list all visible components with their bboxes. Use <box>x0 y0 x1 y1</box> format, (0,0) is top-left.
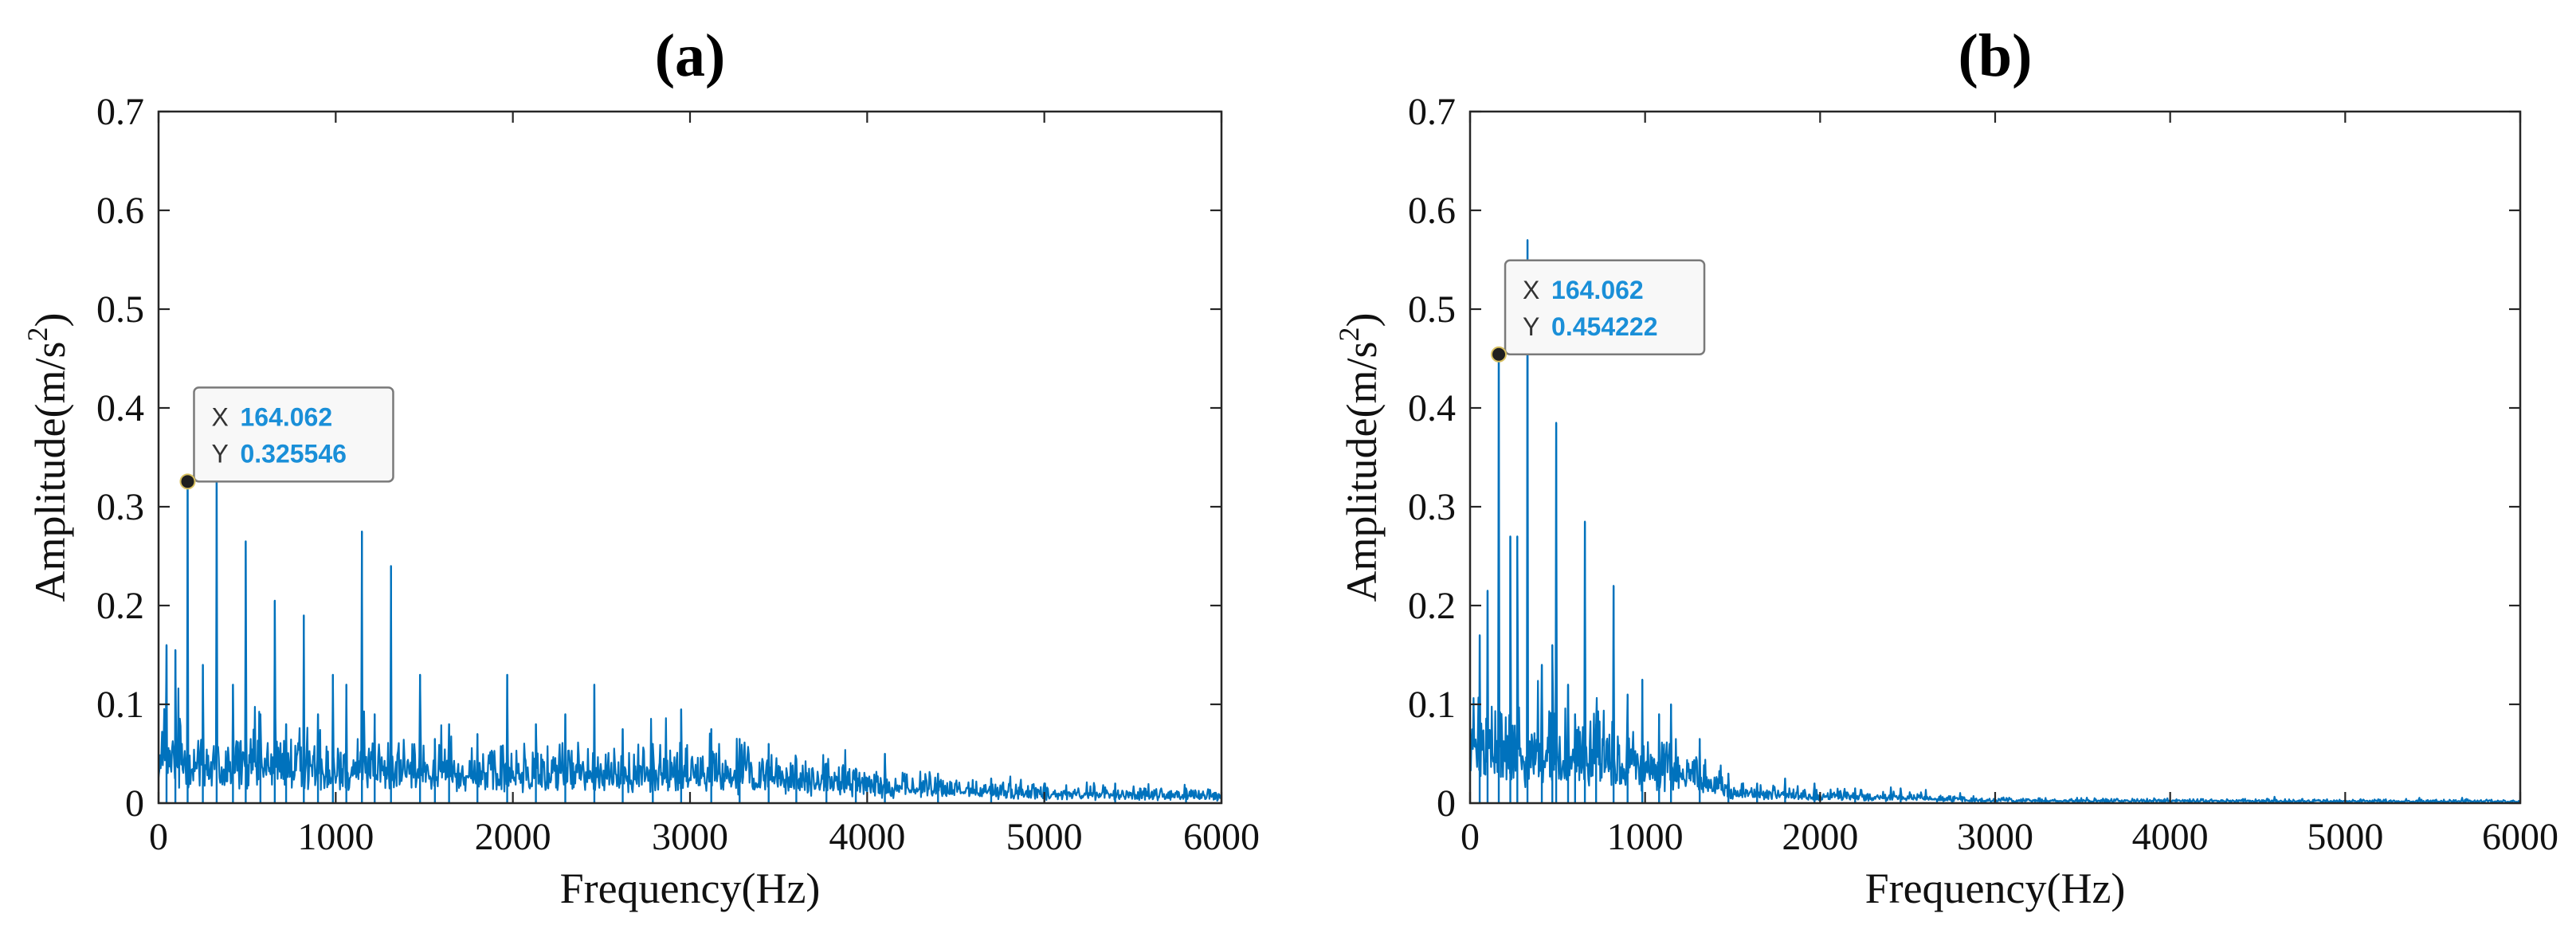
y-tick-label: 0.3 <box>1408 486 1456 528</box>
y-axis-label-superscript: 2 <box>22 327 53 342</box>
datatip-x-label: X <box>211 402 228 431</box>
y-axis-label-close: ) <box>26 313 74 327</box>
chart-panel-a: (a) 0 1000 2000 3000 4000 5000 6000 0 0.1 0.2 0.3 0.… <box>22 22 1260 912</box>
chart-panel-b: (b) 0 1000 2000 3000 4000 5000 6000 0 0.1 0.2 0.3 0.… <box>1333 22 2558 912</box>
datatip: X 164.062 Y 0.325546 <box>179 386 394 490</box>
y-axis-label-base: Amplitude(m/s <box>26 342 74 602</box>
datatip-marker <box>1491 346 1508 363</box>
x-tick-label: 4000 <box>829 816 905 858</box>
x-axis-label: Frequency(Hz) <box>1865 864 2126 912</box>
x-tick-label: 6000 <box>1183 816 1260 858</box>
x-tick-label: 0 <box>149 816 168 858</box>
panel-title: (b) <box>1958 22 2033 89</box>
datatip-y-value: 0.454222 <box>1551 312 1657 341</box>
y-axis-label: Amplitude(m/s2) <box>1333 313 1386 602</box>
x-tick-label: 3000 <box>652 816 728 858</box>
y-tick-label: 0.7 <box>1408 91 1456 133</box>
y-tick-label: 0.6 <box>96 190 144 232</box>
y-tick-label: 0.2 <box>96 585 144 627</box>
x-tick-label: 0 <box>1461 816 1480 858</box>
y-tick-label: 0.7 <box>96 91 144 133</box>
y-tick-label: 0.5 <box>1408 288 1456 331</box>
datatip: X 164.062 Y 0.454222 <box>1491 259 1706 363</box>
y-tick-label: 0 <box>125 782 144 825</box>
datatip-y-value: 0.325546 <box>240 439 346 468</box>
y-tick-label: 0 <box>1437 782 1456 825</box>
datatip-box <box>1504 259 1706 356</box>
y-tick-label: 0.3 <box>96 486 144 528</box>
x-tick-label: 3000 <box>1957 816 2033 858</box>
y-axis-label: Amplitude(m/s2) <box>22 313 74 602</box>
datatip-x-label: X <box>1523 276 1539 304</box>
y-tick-label: 0.2 <box>1408 585 1456 627</box>
y-tick-label: 0.6 <box>1408 190 1456 232</box>
datatip-marker <box>179 473 196 490</box>
datatip-x-value: 164.062 <box>240 402 332 431</box>
x-tick-label: 5000 <box>1006 816 1083 858</box>
x-tick-label: 6000 <box>2482 816 2558 858</box>
y-tick-label: 0.1 <box>96 684 144 726</box>
x-tick-label: 1000 <box>1607 816 1684 858</box>
y-axis-label-base: Amplitude(m/s <box>1338 342 1386 602</box>
panel-title: (a) <box>655 22 726 89</box>
y-tick-label: 0.4 <box>96 387 144 429</box>
x-tick-label: 5000 <box>2307 816 2383 858</box>
x-tick-label: 1000 <box>297 816 374 858</box>
y-tick-label: 0.1 <box>1408 684 1456 726</box>
y-tick-label: 0.5 <box>96 288 144 331</box>
x-tick-label: 2000 <box>475 816 551 858</box>
datatip-x-value: 164.062 <box>1551 276 1644 304</box>
datatip-y-label: Y <box>1523 312 1539 341</box>
datatip-y-label: Y <box>211 439 228 468</box>
y-axis-label-superscript: 2 <box>1333 327 1365 342</box>
y-tick-label: 0.4 <box>1408 387 1456 429</box>
x-axis-label: Frequency(Hz) <box>560 864 821 912</box>
y-axis-label-close: ) <box>1338 313 1386 327</box>
x-tick-label: 4000 <box>2132 816 2209 858</box>
datatip-box <box>193 386 394 483</box>
x-tick-label: 2000 <box>1782 816 1858 858</box>
